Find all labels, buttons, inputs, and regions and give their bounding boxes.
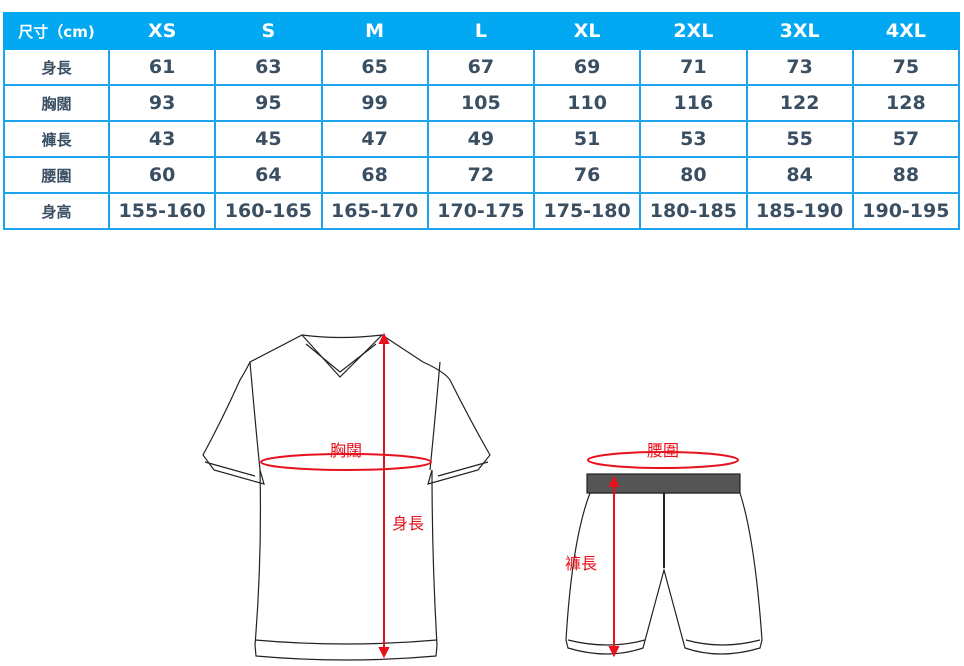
table-cell: 88 — [851, 156, 961, 194]
table-cell: 110 — [532, 84, 642, 122]
table-cell: 51 — [532, 120, 642, 158]
table-row: 腰圍 60 64 68 72 76 80 84 88 — [3, 156, 961, 194]
size-col: L — [426, 12, 536, 50]
table-cell: 55 — [745, 120, 854, 158]
table-cell: 185-190 — [745, 192, 854, 230]
size-col: S — [214, 12, 323, 50]
shirt-drawing — [202, 334, 491, 661]
size-col: 4XL — [851, 12, 961, 50]
table-row: 身長 61 63 65 67 69 71 73 75 — [3, 48, 961, 86]
table-cell: 64 — [214, 156, 323, 194]
table-cell: 170-175 — [426, 192, 536, 230]
size-col: XS — [107, 12, 217, 50]
table-cell: 69 — [532, 48, 642, 86]
table-cell: 68 — [320, 156, 429, 194]
table-cell: 76 — [532, 156, 642, 194]
chest-label: 胸闊 — [330, 441, 362, 460]
table-cell: 73 — [745, 48, 854, 86]
table-cell: 165-170 — [320, 192, 429, 230]
table-cell: 80 — [639, 156, 748, 194]
table-cell: 53 — [639, 120, 748, 158]
row-label: 褲長 — [3, 120, 110, 158]
table-cell: 72 — [426, 156, 536, 194]
pants-length-label: 褲長 — [565, 554, 597, 573]
table-cell: 93 — [107, 84, 217, 122]
table-row: 褲長 43 45 47 49 51 53 55 57 — [3, 120, 961, 158]
measure-lines — [260, 332, 739, 659]
row-label: 身長 — [3, 48, 110, 86]
size-col: XL — [532, 12, 642, 50]
table-cell: 71 — [639, 48, 748, 86]
table-cell: 122 — [745, 84, 854, 122]
table-cell: 60 — [107, 156, 217, 194]
table-cell: 160-165 — [214, 192, 323, 230]
size-header-row: 尺寸（cm) XS S M L XL 2XL 3XL 4XL — [3, 12, 961, 50]
table-cell: 84 — [745, 156, 854, 194]
body-length-label: 身長 — [392, 514, 424, 533]
table-cell: 99 — [320, 84, 429, 122]
size-col: 2XL — [639, 12, 748, 50]
table-cell: 57 — [851, 120, 961, 158]
row-label: 胸闊 — [3, 84, 110, 122]
table-cell: 128 — [851, 84, 961, 122]
table-cell: 67 — [426, 48, 536, 86]
table-cell: 175-180 — [532, 192, 642, 230]
waist-label: 腰圍 — [647, 441, 679, 460]
size-col: M — [320, 12, 429, 50]
table-cell: 45 — [214, 120, 323, 158]
table-cell: 180-185 — [639, 192, 748, 230]
table-cell: 49 — [426, 120, 536, 158]
table-cell: 47 — [320, 120, 429, 158]
size-col: 3XL — [745, 12, 854, 50]
table-cell: 155-160 — [107, 192, 217, 230]
row-label: 身高 — [3, 192, 110, 230]
row-label: 腰圍 — [3, 156, 110, 194]
table-cell: 190-195 — [851, 192, 961, 230]
table-cell: 95 — [214, 84, 323, 122]
table-cell: 105 — [426, 84, 536, 122]
table-cell: 43 — [107, 120, 217, 158]
table-cell: 65 — [320, 48, 429, 86]
table-row: 胸闊 93 95 99 105 110 116 122 128 — [3, 84, 961, 122]
table-cell: 116 — [639, 84, 748, 122]
table-cell: 63 — [214, 48, 323, 86]
header-label: 尺寸（cm) — [3, 12, 110, 50]
table-row: 身高 155-160 160-165 165-170 170-175 175-180 180… — [3, 192, 961, 230]
size-chart-table: 尺寸（cm) XS S M L XL 2XL 3XL 4XL 身長 61 63 65 6… — [3, 12, 961, 230]
table-cell: 75 — [851, 48, 961, 86]
table-cell: 61 — [107, 48, 217, 86]
